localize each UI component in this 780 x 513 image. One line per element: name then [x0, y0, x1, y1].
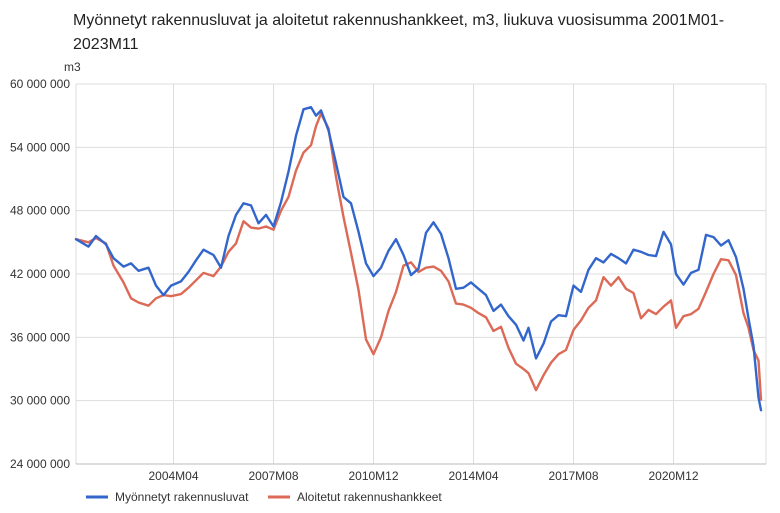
series-line-myonnetyt-rakennusluvat — [74, 106, 763, 412]
y-tick-label: 48 000 000 — [10, 204, 70, 218]
y-tick-label: 54 000 000 — [10, 140, 70, 154]
axis-layer: 24 000 000 30 000 000 36 000 000 42 000 000… — [10, 77, 699, 483]
legend-entry-label: Myönnetyt rakennusluvat — [115, 490, 249, 504]
x-tick-label: 2014M04 — [448, 469, 498, 483]
x-tick-label: 2004M04 — [148, 469, 198, 483]
y-axis-unit-label: m3 — [64, 60, 81, 74]
grid-layer — [75, 83, 767, 465]
series-line-aloitetut-rakennushankkeet — [74, 112, 763, 401]
y-tick-label: 60 000 000 — [10, 77, 70, 91]
x-tick-label: 2020M12 — [648, 469, 698, 483]
series-layer — [74, 106, 763, 412]
x-tick-label: 2007M08 — [248, 469, 298, 483]
chart-title: Myönnetyt rakennusluvat ja aloitetut rak… — [73, 12, 725, 53]
legend-entry-label: Aloitetut rakennushankkeet — [297, 490, 442, 504]
x-tick-label: 2010M12 — [348, 469, 398, 483]
y-tick-label: 30 000 000 — [10, 394, 70, 408]
y-tick-label: 24 000 000 — [10, 457, 70, 471]
y-tick-label: 42 000 000 — [10, 267, 70, 281]
x-tick-label: 2017M08 — [548, 469, 598, 483]
legend: Myönnetyt rakennusluvat Aloitetut rakennu… — [86, 490, 442, 504]
y-tick-label: 36 000 000 — [10, 330, 70, 344]
